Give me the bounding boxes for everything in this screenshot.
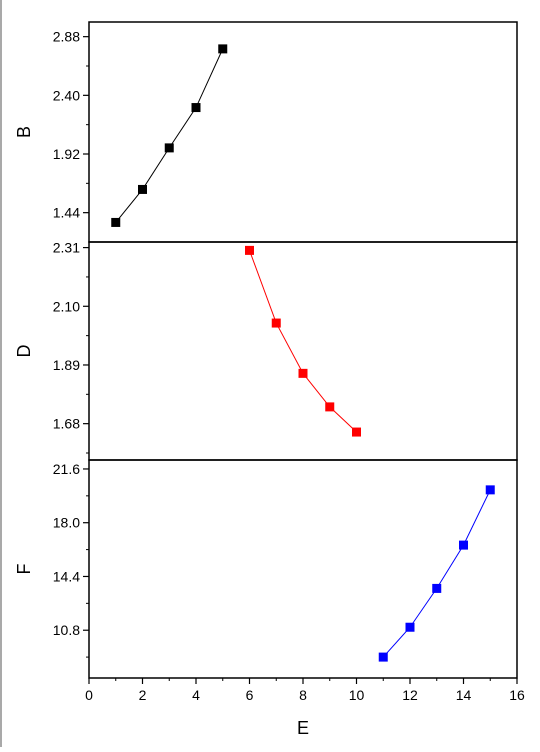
series-line xyxy=(115,48,224,223)
x-axis: 0 2 4 6 8 10 12 14 16 xyxy=(85,678,525,703)
x-tick-label: 6 xyxy=(246,687,254,703)
panel-D: 1.68 1.89 2.10 2.31 D xyxy=(14,240,518,461)
x-tick-label: 14 xyxy=(456,687,472,703)
x-tick-label: 2 xyxy=(139,687,147,703)
x-axis-title: E xyxy=(297,718,309,738)
y-tick-label: 10.8 xyxy=(53,622,80,638)
data-point xyxy=(298,368,308,378)
series-line xyxy=(382,489,491,658)
y-tick-label: 2.31 xyxy=(53,240,80,256)
data-point xyxy=(432,583,442,593)
y-axis-title: D xyxy=(14,345,34,358)
data-point xyxy=(485,485,495,495)
data-point xyxy=(191,103,201,113)
y-axis-title: B xyxy=(14,126,34,138)
data-point xyxy=(378,652,388,662)
y-axis-title: F xyxy=(14,564,34,575)
y-tick-label: 14.4 xyxy=(53,568,80,584)
data-point xyxy=(271,318,281,328)
data-point xyxy=(111,217,121,227)
x-tick-label: 4 xyxy=(192,687,200,703)
panels-layer: 1.44 1.92 2.40 2.88 B 1.68 1.89 2.10 2.31 D 10.8 14… xyxy=(14,21,518,679)
y-tick-label: 1.92 xyxy=(53,146,80,162)
x-tick-label: 16 xyxy=(509,687,525,703)
data-point xyxy=(352,427,361,437)
panel-F: 10.8 14.4 18.0 21.6 F xyxy=(14,459,518,679)
data-point xyxy=(325,402,335,412)
series-line xyxy=(249,250,357,433)
x-tick-label: 10 xyxy=(349,687,365,703)
y-tick-label: 2.10 xyxy=(53,298,80,314)
x-tick-label: 0 xyxy=(85,687,93,703)
y-tick-label: 1.68 xyxy=(53,416,80,432)
data-point xyxy=(138,184,147,194)
y-tick-label: 1.89 xyxy=(53,357,80,373)
data-point xyxy=(245,245,254,255)
y-tick-label: 2.88 xyxy=(53,29,80,45)
y-tick-label: 21.6 xyxy=(53,461,80,477)
y-tick-label: 1.44 xyxy=(53,205,80,221)
panel-frame xyxy=(88,21,518,243)
panel-frame xyxy=(88,241,518,461)
y-tick-label: 2.40 xyxy=(53,87,80,103)
data-point xyxy=(459,540,468,550)
window-left-border xyxy=(0,0,2,747)
data-point xyxy=(218,44,228,54)
panel-B: 1.44 1.92 2.40 2.88 B xyxy=(14,21,518,243)
data-point xyxy=(405,622,415,632)
y-tick-label: 18.0 xyxy=(53,515,80,531)
x-tick-label: 8 xyxy=(299,687,307,703)
data-point xyxy=(164,143,174,153)
panel-frame xyxy=(88,459,518,679)
x-tick-label: 12 xyxy=(402,687,418,703)
